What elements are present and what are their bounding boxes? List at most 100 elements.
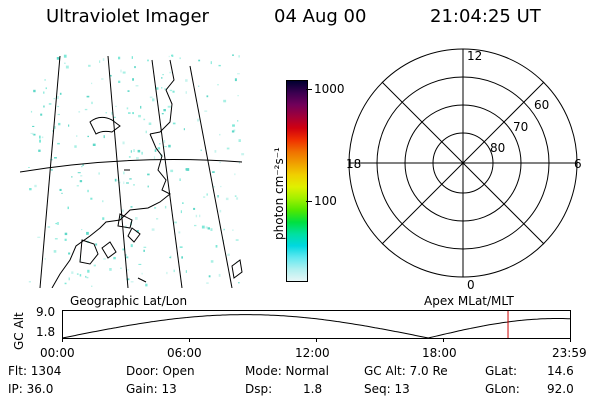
uv-speckle (169, 71, 172, 74)
uv-speckle (111, 111, 113, 115)
altitude-axis-label: GC Alt (12, 312, 26, 350)
uv-speckle (76, 185, 79, 187)
uv-speckle (149, 96, 153, 99)
uv-speckle (29, 188, 32, 191)
uv-speckle (218, 273, 221, 277)
polar-diagonal-2 (381, 81, 545, 245)
uv-speckle (161, 113, 164, 115)
uv-speckle (44, 79, 46, 81)
uv-speckle (141, 151, 143, 155)
uv-speckle (223, 228, 225, 231)
uv-speckle (212, 171, 215, 173)
uv-speckle (238, 282, 240, 284)
uv-speckle (152, 98, 155, 102)
uv-speckle (168, 144, 171, 148)
colorbar-tick-1000 (306, 89, 312, 90)
uv-speckle (219, 133, 221, 136)
uv-speckle (64, 62, 66, 64)
uv-speckle (143, 249, 145, 252)
uv-speckle (85, 275, 87, 278)
uv-speckle (102, 217, 105, 220)
uv-speckle (90, 197, 93, 200)
uv-speckle (105, 112, 107, 114)
uv-speckle (98, 172, 100, 175)
uv-speckle (87, 269, 90, 273)
uv-speckle (64, 232, 68, 236)
uv-speckle (122, 248, 125, 251)
uv-speckle (130, 244, 133, 248)
uv-speckle (227, 253, 230, 256)
dsp-value: 1.8 (303, 382, 323, 396)
uv-speckle (232, 54, 234, 56)
uv-speckle (135, 85, 139, 87)
uv-speckle (206, 95, 209, 98)
uv-speckle (156, 218, 159, 220)
uv-speckle (82, 164, 84, 166)
uv-speckle (78, 111, 81, 113)
door-status: Door: Open (126, 364, 195, 378)
uv-speckle (133, 184, 135, 186)
uv-speckle (38, 149, 41, 152)
altitude-orbit-curve (62, 314, 571, 339)
geographic-panel-label: Geographic Lat/Lon (70, 294, 188, 308)
uv-speckle (238, 161, 240, 164)
image-time: 21:04:25 UT (430, 6, 541, 27)
uv-speckle (218, 64, 221, 67)
uv-speckle (169, 256, 171, 259)
uv-speckle (91, 82, 93, 85)
uv-speckle (234, 195, 237, 197)
uv-speckle (126, 182, 129, 184)
uv-speckle (57, 105, 60, 108)
uv-speckle (217, 84, 219, 86)
uv-speckle (141, 272, 143, 275)
uv-speckle (102, 200, 104, 203)
uv-speckle (101, 78, 104, 80)
uv-speckle (118, 80, 121, 83)
uv-speckle (137, 149, 141, 153)
uv-speckle (68, 252, 71, 255)
uv-speckle (48, 103, 52, 105)
uv-speckle (181, 256, 183, 259)
uv-speckle (57, 142, 60, 145)
uv-speckle (132, 78, 134, 81)
uv-speckle (140, 105, 142, 109)
uv-speckle (65, 65, 69, 69)
uv-speckle (236, 197, 239, 200)
time-tick-label-0000: 00:00 (40, 346, 75, 360)
uv-speckle (214, 150, 217, 153)
uv-speckle (67, 206, 69, 210)
colorbar-tick-label-1000: 1000 (314, 82, 345, 96)
uv-speckle (113, 256, 116, 260)
uv-speckle (86, 95, 90, 98)
uv-speckle (132, 112, 134, 115)
uv-speckle (162, 74, 164, 76)
uv-speckle (145, 130, 147, 134)
uv-speckle (164, 205, 167, 209)
uv-speckle (167, 105, 171, 108)
uv-speckle (173, 269, 175, 273)
uv-speckle (201, 225, 205, 229)
uv-speckle (164, 88, 167, 91)
uv-speckle (163, 109, 166, 112)
uv-speckle (74, 145, 77, 148)
uv-speckle (204, 110, 208, 112)
glon-label: GLon: (485, 382, 520, 396)
colorbar-scale (286, 80, 308, 282)
uv-speckle (32, 125, 35, 127)
uv-speckle (210, 260, 214, 263)
uv-speckle (53, 250, 57, 253)
uv-speckle (71, 271, 74, 274)
image-date: 04 Aug 00 (274, 6, 367, 27)
time-tick-label-2359: 23:59 (552, 346, 587, 360)
uv-speckle (122, 141, 125, 145)
uv-speckle (30, 132, 33, 134)
uv-speckle (172, 122, 176, 125)
uv-speckle (56, 96, 59, 99)
uv-speckle (81, 166, 83, 168)
uv-speckle (180, 210, 182, 214)
uv-speckle (55, 223, 59, 225)
uv-speckle (219, 209, 222, 213)
dsp-label: Dsp: (245, 382, 273, 396)
geographic-map-panel (20, 54, 245, 288)
uv-speckle (135, 217, 138, 220)
